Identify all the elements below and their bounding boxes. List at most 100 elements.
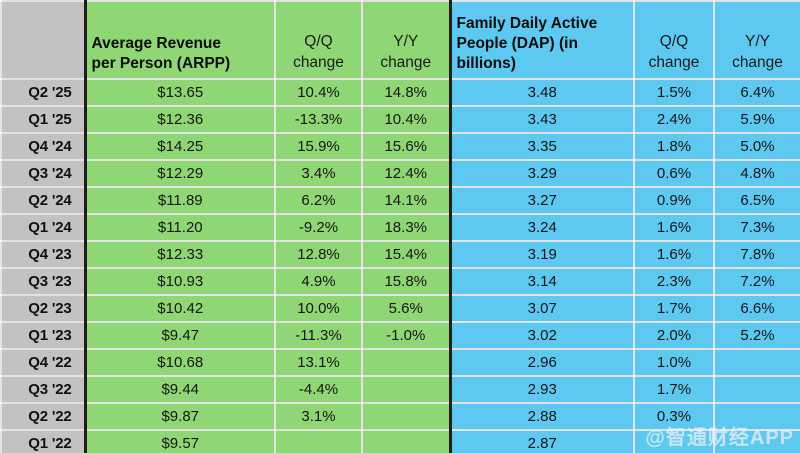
table-body: Q2 '25 $13.65 10.4% 14.8% 3.48 1.5% 6.4%… <box>0 78 800 453</box>
arpp-value-cell: $9.47 <box>84 321 276 350</box>
dap-yy-change-cell: 5.0% <box>713 132 800 161</box>
dap-qq-change-cell: 0.3% <box>633 402 715 431</box>
quarter-label: Q1 '25 <box>0 105 87 134</box>
arpp-value-cell: $10.42 <box>84 294 276 323</box>
dap-value-cell: 3.24 <box>448 213 635 242</box>
dap-column-header: Family Daily Active People (DAP) (in bil… <box>448 0 635 80</box>
table-row: Q1 '22 $9.57 2.87 <box>0 429 800 453</box>
dap-qq-change-cell: 2.3% <box>633 267 715 296</box>
table-row: Q4 '22 $10.68 13.1% 2.96 1.0% <box>0 348 800 377</box>
dap-yy-change-cell <box>713 429 800 453</box>
arpp-value-cell: $9.44 <box>84 375 276 404</box>
arpp-qq-change-cell: 4.9% <box>274 267 363 296</box>
arpp-qq-change-cell: 6.2% <box>274 186 363 215</box>
arpp-qq-change-cell: -13.3% <box>274 105 363 134</box>
arpp-yy-change-cell: 18.3% <box>361 213 451 242</box>
table-row: Q4 '23 $12.33 12.8% 15.4% 3.19 1.6% 7.8% <box>0 240 800 269</box>
arpp-yy-change-cell <box>361 429 451 453</box>
dap-qq-change-cell: 2.0% <box>633 321 715 350</box>
dap-yy-change-cell <box>713 348 800 377</box>
dap-value-cell: 3.02 <box>448 321 635 350</box>
arpp-value-cell: $14.25 <box>84 132 276 161</box>
dap-qq-change-cell: 0.6% <box>633 159 715 188</box>
quarter-label: Q2 '24 <box>0 186 87 215</box>
arpp-value-cell: $12.33 <box>84 240 276 269</box>
dap-value-cell: 3.07 <box>448 294 635 323</box>
quarter-label: Q4 '24 <box>0 132 87 161</box>
dap-yy-change-cell: 6.4% <box>713 78 800 107</box>
dap-qq-change-cell: 0.9% <box>633 186 715 215</box>
arpp-value-cell: $13.65 <box>84 78 276 107</box>
arpp-qq-change-cell: -4.4% <box>274 375 363 404</box>
arpp-yy-change-header: Y/Y change <box>361 0 451 80</box>
dap-yy-change-cell: 5.9% <box>713 105 800 134</box>
arpp-qq-change-cell: 3.4% <box>274 159 363 188</box>
dap-value-cell: 3.19 <box>448 240 635 269</box>
arpp-yy-change-cell <box>361 348 451 377</box>
dap-qq-change-cell: 2.4% <box>633 105 715 134</box>
arpp-value-cell: $9.87 <box>84 402 276 431</box>
dap-qq-change-cell: 1.7% <box>633 294 715 323</box>
arpp-qq-change-cell: -11.3% <box>274 321 363 350</box>
arpp-qq-change-cell: 12.8% <box>274 240 363 269</box>
table-row: Q2 '23 $10.42 10.0% 5.6% 3.07 1.7% 6.6% <box>0 294 800 323</box>
quarter-label: Q4 '23 <box>0 240 87 269</box>
arpp-yy-change-cell: 12.4% <box>361 159 451 188</box>
dap-yy-change-cell <box>713 402 800 431</box>
table-row: Q2 '25 $13.65 10.4% 14.8% 3.48 1.5% 6.4% <box>0 78 800 107</box>
table-row: Q2 '24 $11.89 6.2% 14.1% 3.27 0.9% 6.5% <box>0 186 800 215</box>
arpp-yy-change-cell: 5.6% <box>361 294 451 323</box>
dap-value-cell: 3.29 <box>448 159 635 188</box>
quarter-label: Q1 '24 <box>0 213 87 242</box>
arpp-qq-change-header: Q/Q change <box>274 0 363 80</box>
arpp-qq-change-cell: 15.9% <box>274 132 363 161</box>
quarter-label: Q3 '22 <box>0 375 87 404</box>
arpp-value-cell: $9.57 <box>84 429 276 453</box>
arpp-yy-change-cell: -1.0% <box>361 321 451 350</box>
arpp-value-cell: $10.93 <box>84 267 276 296</box>
arpp-yy-change-cell: 15.6% <box>361 132 451 161</box>
dap-qq-change-cell <box>633 429 715 453</box>
dap-yy-change-cell: 6.6% <box>713 294 800 323</box>
quarter-label: Q2 '25 <box>0 78 87 107</box>
dap-yy-change-cell: 4.8% <box>713 159 800 188</box>
arpp-qq-change-cell: 10.0% <box>274 294 363 323</box>
dap-value-cell: 2.88 <box>448 402 635 431</box>
arpp-value-cell: $12.29 <box>84 159 276 188</box>
dap-qq-change-cell: 1.6% <box>633 213 715 242</box>
dap-value-cell: 2.87 <box>448 429 635 453</box>
table-row: Q3 '24 $12.29 3.4% 12.4% 3.29 0.6% 4.8% <box>0 159 800 188</box>
arpp-yy-change-cell: 15.4% <box>361 240 451 269</box>
arpp-qq-change-cell: 13.1% <box>274 348 363 377</box>
table-row: Q3 '22 $9.44 -4.4% 2.93 1.7% <box>0 375 800 404</box>
dap-value-cell: 2.93 <box>448 375 635 404</box>
arpp-qq-change-cell: 10.4% <box>274 78 363 107</box>
dap-qq-change-cell: 1.0% <box>633 348 715 377</box>
arpp-yy-change-cell <box>361 375 451 404</box>
header-row: Average Revenue per Person (ARPP) Q/Q ch… <box>0 0 800 80</box>
table-row: Q1 '24 $11.20 -9.2% 18.3% 3.24 1.6% 7.3% <box>0 213 800 242</box>
dap-qq-change-cell: 1.5% <box>633 78 715 107</box>
quarter-label: Q2 '23 <box>0 294 87 323</box>
arpp-qq-change-cell: -9.2% <box>274 213 363 242</box>
dap-yy-change-cell: 5.2% <box>713 321 800 350</box>
quarter-label: Q3 '23 <box>0 267 87 296</box>
arpp-yy-change-cell <box>361 402 451 431</box>
dap-value-cell: 2.96 <box>448 348 635 377</box>
table-row: Q1 '23 $9.47 -11.3% -1.0% 3.02 2.0% 5.2% <box>0 321 800 350</box>
arpp-qq-change-cell <box>274 429 363 453</box>
dap-yy-change-cell: 7.3% <box>713 213 800 242</box>
arpp-column-header: Average Revenue per Person (ARPP) <box>84 0 276 80</box>
arpp-value-cell: $10.68 <box>84 348 276 377</box>
arpp-yy-change-cell: 14.1% <box>361 186 451 215</box>
dap-qq-change-header: Q/Q change <box>633 0 715 80</box>
dap-value-cell: 3.35 <box>448 132 635 161</box>
arpp-qq-change-cell: 3.1% <box>274 402 363 431</box>
quarter-label: Q1 '23 <box>0 321 87 350</box>
dap-value-cell: 3.27 <box>448 186 635 215</box>
dap-qq-change-cell: 1.6% <box>633 240 715 269</box>
table-row: Q2 '22 $9.87 3.1% 2.88 0.3% <box>0 402 800 431</box>
quarter-label: Q3 '24 <box>0 159 87 188</box>
